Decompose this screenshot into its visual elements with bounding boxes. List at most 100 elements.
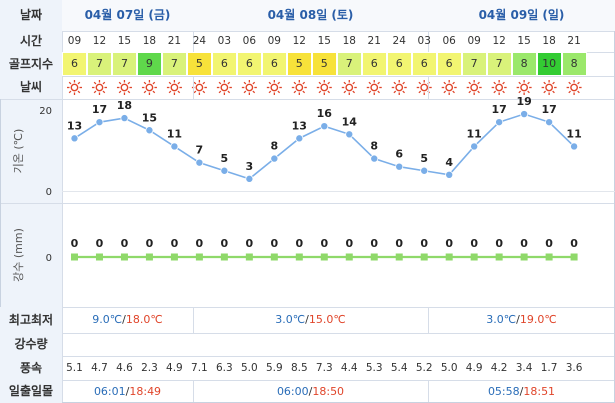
min-temp: 9.0℃ xyxy=(92,313,123,326)
row-label-sunrise-sunset: 일출일몰 xyxy=(0,380,62,403)
golf-index-cell: 5 xyxy=(186,52,212,76)
hour-cell: 03 xyxy=(217,35,232,47)
temp-point xyxy=(445,170,454,179)
precip-point xyxy=(345,253,353,261)
sun-icon xyxy=(141,80,157,95)
hour-cell: 21 xyxy=(567,35,581,47)
temp-point xyxy=(270,154,279,163)
day-header: 04월 09일 (일) xyxy=(428,0,615,31)
row-label-golf-index: 골프지수 xyxy=(0,52,62,76)
precip-y-tick: 0 xyxy=(46,253,52,264)
sun-icon xyxy=(516,80,532,95)
temp-y-tick: 0 xyxy=(46,187,52,198)
precip-point xyxy=(420,253,428,261)
temp-point xyxy=(395,162,404,171)
wind-cell: 7.1 xyxy=(191,362,208,374)
precip-data-label: 0 xyxy=(196,237,204,250)
sunrise-time: 05:58 xyxy=(487,385,520,398)
temp-point xyxy=(520,110,529,119)
precip-data-label: 0 xyxy=(271,237,279,250)
row-label-wind: 풍속 xyxy=(0,356,62,380)
hour-cell: 18 xyxy=(542,35,556,47)
precip-point xyxy=(570,253,578,261)
precip-point xyxy=(320,253,328,261)
temp-data-label: 17 xyxy=(491,103,506,116)
precip-data-label: 0 xyxy=(470,237,478,250)
sunrise-time: 06:00 xyxy=(276,385,309,398)
wind-cell: 3.4 xyxy=(515,362,533,374)
golf-index-cell: 6 xyxy=(386,52,412,76)
separator: / xyxy=(125,385,130,398)
temp-data-label: 14 xyxy=(342,115,358,128)
min-max-cell: 3.0℃/15.0℃ xyxy=(193,307,428,333)
wind-cell: 5.9 xyxy=(265,362,283,374)
sun-icon xyxy=(491,80,507,95)
precip-data-label: 0 xyxy=(570,237,578,250)
temp-data-label: 19 xyxy=(516,95,531,108)
day-header: 04월 08일 (토) xyxy=(193,0,428,31)
temp-data-label: 6 xyxy=(395,148,403,161)
temp-data-label: 11 xyxy=(566,127,581,140)
golf-index-cell: 7 xyxy=(111,52,137,76)
golf-index-cell: 6 xyxy=(62,52,87,76)
temp-data-label: 8 xyxy=(271,140,279,153)
precip-data-label: 0 xyxy=(445,237,453,250)
wind-cell: 5.1 xyxy=(66,362,83,374)
sun-icon xyxy=(441,80,457,95)
hour-cell: 12 xyxy=(92,35,107,47)
precip-data-label: 0 xyxy=(146,237,154,250)
golf-index-cell: 8 xyxy=(561,52,587,76)
golf-index-cell: 6 xyxy=(411,52,437,76)
row-label-precipitation: 강수 (mm) xyxy=(12,228,25,282)
sun-icon xyxy=(166,80,182,95)
temp-point xyxy=(120,114,129,123)
precip-point xyxy=(170,253,178,261)
hour-cell: 09 xyxy=(67,35,82,47)
min-temp: 3.0℃ xyxy=(275,313,306,326)
precip-data-label: 0 xyxy=(520,237,528,250)
max-temp: 18.0℃ xyxy=(125,313,163,326)
separator: / xyxy=(519,385,524,398)
temp-data-label: 15 xyxy=(142,111,157,124)
wind-cell: 8.5 xyxy=(290,362,308,374)
precip-point xyxy=(195,253,203,261)
temp-point xyxy=(295,134,304,143)
temp-y-tick: 20 xyxy=(39,106,52,117)
precip-data-label: 0 xyxy=(545,237,553,250)
precip-data-label: 0 xyxy=(171,237,179,250)
wind-cell: 5.0 xyxy=(440,362,458,374)
precip-point xyxy=(95,253,103,261)
sunrise-time: 06:01 xyxy=(93,385,126,398)
golf-index-cell: 6 xyxy=(361,52,387,76)
precip-data-label: 0 xyxy=(246,237,254,250)
precip-data-label: 0 xyxy=(221,237,229,250)
wind-cell: 4.6 xyxy=(116,362,133,374)
golf-index-cell: 10 xyxy=(536,52,562,76)
sun-icon xyxy=(116,80,132,95)
precip-point xyxy=(445,253,453,261)
wind-cell: 1.7 xyxy=(540,362,558,374)
precip-data-label: 0 xyxy=(495,237,503,250)
golf-index-cell: 9 xyxy=(136,52,162,76)
hour-cell: 15 xyxy=(317,35,331,47)
sunrise-sunset-cell: 06:00/18:50 xyxy=(193,380,428,403)
temp-point xyxy=(170,142,179,151)
temp-data-label: 11 xyxy=(167,127,182,140)
sun-icon xyxy=(566,80,582,95)
sun-icon xyxy=(216,80,232,95)
precip-data-label: 0 xyxy=(71,237,79,250)
separator: / xyxy=(516,313,520,326)
golf-index-cell: 6 xyxy=(236,52,262,76)
wind-cell: 2.3 xyxy=(141,362,158,374)
sun-icon xyxy=(541,80,557,95)
sunset-time: 18:51 xyxy=(523,385,556,398)
hour-cell: 09 xyxy=(267,35,281,47)
precip-data-label: 0 xyxy=(121,237,129,250)
hour-cell: 09 xyxy=(467,35,481,47)
row-label-min-max: 최고최저 xyxy=(0,307,62,333)
wind-cell: 4.9 xyxy=(465,362,483,374)
precip-data-label: 0 xyxy=(370,237,378,250)
sun-icon xyxy=(291,80,307,95)
temp-point xyxy=(220,166,229,175)
